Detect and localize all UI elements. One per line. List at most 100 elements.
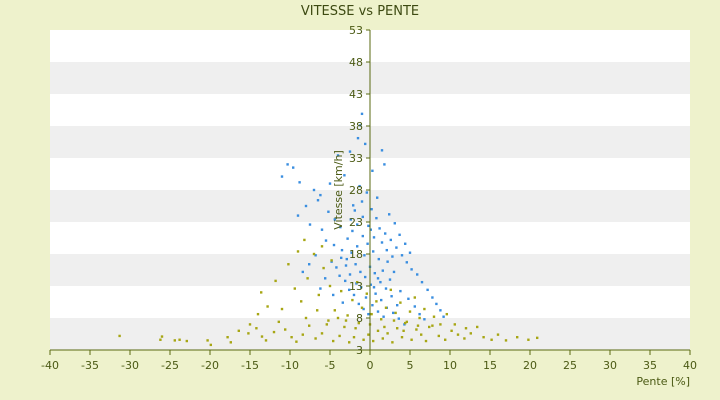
data-point-series-1	[363, 254, 366, 257]
data-point-series-2	[367, 333, 370, 336]
data-point-series-1	[328, 182, 332, 185]
data-point-series-2	[464, 327, 468, 330]
data-point-series-1	[304, 204, 308, 208]
data-point-series-2	[160, 335, 164, 338]
data-point-series-1	[339, 225, 342, 229]
data-point-series-1	[354, 263, 357, 266]
data-point-series-1	[410, 268, 413, 271]
data-point-series-1	[371, 304, 374, 307]
data-point-series-1	[348, 273, 352, 276]
x-tick-label: 0	[367, 359, 374, 372]
data-point-series-1	[362, 307, 365, 311]
data-point-series-1	[332, 243, 336, 247]
data-point-series-1	[426, 288, 429, 292]
data-point-series-1	[442, 315, 445, 318]
data-point-series-1	[335, 266, 338, 269]
data-point-series-1	[364, 296, 368, 299]
x-tick-label: -35	[81, 359, 99, 372]
data-point-series-2	[277, 320, 280, 324]
data-point-series-1	[308, 263, 311, 266]
data-point-series-2	[392, 319, 396, 322]
data-point-series-1	[435, 302, 438, 306]
data-point-series-2	[336, 316, 340, 320]
data-point-series-1	[413, 305, 416, 308]
data-point-series-2	[290, 336, 293, 339]
data-point-series-1	[356, 223, 359, 226]
data-point-series-1	[388, 278, 392, 281]
data-point-series-1	[324, 277, 327, 280]
data-point-series-2	[418, 316, 421, 320]
data-point-series-2	[416, 324, 420, 327]
y-tick-label: 33	[349, 152, 363, 165]
data-point-series-1	[301, 270, 304, 274]
scatter-points	[118, 112, 539, 347]
data-point-series-2	[469, 332, 472, 335]
data-point-series-1	[346, 237, 349, 240]
data-point-series-1	[392, 270, 396, 274]
x-axis-tick-marks	[49, 350, 691, 355]
data-point-series-2	[296, 250, 300, 253]
data-point-series-2	[322, 266, 325, 270]
data-point-series-2	[527, 338, 530, 341]
data-point-series-1	[312, 188, 316, 192]
data-point-series-1	[384, 232, 387, 235]
data-point-series-1	[370, 208, 373, 211]
data-point-series-2	[320, 332, 324, 335]
data-point-series-2	[391, 341, 394, 344]
y-tick-label: 13	[349, 280, 363, 293]
data-point-series-1	[390, 295, 393, 298]
x-tick-label: 15	[483, 359, 497, 372]
data-point-series-1	[352, 293, 356, 297]
data-point-series-2	[330, 259, 333, 262]
data-point-series-2	[504, 339, 508, 342]
data-point-series-1	[365, 191, 368, 194]
data-point-series-1	[382, 315, 385, 318]
data-point-series-2	[185, 339, 188, 343]
x-tick-label: 10	[443, 359, 457, 372]
data-point-series-1	[380, 298, 383, 302]
data-point-series-2	[536, 336, 539, 340]
data-point-series-1	[376, 310, 380, 313]
data-point-series-1	[371, 169, 374, 172]
data-point-series-1	[348, 288, 351, 292]
data-point-series-1	[344, 279, 347, 283]
data-point-series-1	[320, 228, 324, 231]
data-point-series-1	[330, 260, 333, 263]
x-tick-label: 20	[523, 359, 537, 372]
data-point-series-1	[364, 275, 367, 279]
data-point-series-1	[416, 273, 419, 276]
data-point-series-1	[408, 251, 412, 254]
data-point-series-2	[450, 329, 453, 332]
x-axis-tick-labels: -40 -35 -30 -25 -20 -15 -10 -5 0 5 10 15 20 25 30 35 40	[41, 359, 697, 372]
data-point-series-1	[332, 293, 335, 297]
data-point-series-2	[410, 338, 413, 341]
data-point-series-2	[255, 327, 258, 330]
data-point-series-2	[264, 339, 268, 342]
data-point-series-1	[407, 297, 410, 300]
data-point-series-1	[327, 210, 330, 213]
data-point-series-1	[373, 272, 376, 275]
data-point-series-2	[295, 340, 298, 343]
data-point-series-2	[444, 338, 447, 341]
data-point-series-1	[385, 248, 388, 252]
data-point-series-1	[359, 124, 362, 127]
data-point-series-1	[383, 163, 386, 166]
data-point-series-2	[338, 334, 341, 338]
data-point-series-2	[482, 336, 485, 339]
data-point-series-1	[340, 248, 344, 252]
data-point-series-2	[301, 333, 304, 336]
data-point-series-1	[336, 154, 340, 157]
data-point-series-2	[381, 337, 384, 340]
data-point-series-2	[384, 306, 388, 309]
data-point-series-1	[369, 228, 372, 231]
x-tick-label: 30	[603, 359, 617, 372]
data-point-series-1	[366, 242, 369, 245]
data-point-series-2	[415, 328, 418, 331]
data-point-series-1	[423, 318, 426, 321]
data-point-series-1	[403, 323, 406, 326]
data-point-series-1	[324, 239, 328, 242]
data-point-series-1	[381, 269, 384, 272]
data-point-series-1	[375, 216, 378, 220]
data-point-series-2	[389, 288, 392, 292]
